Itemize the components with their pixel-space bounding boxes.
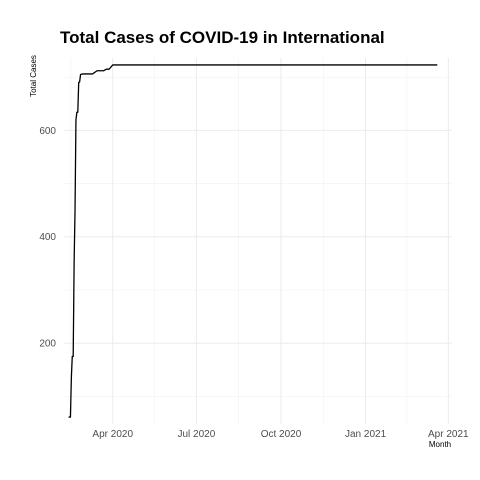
x-tick-label: Jul 2020 xyxy=(177,429,215,440)
y-axis-title: Total Cases xyxy=(29,55,38,97)
y-tick-label: 600 xyxy=(39,126,56,137)
series-line-total-cases xyxy=(68,64,438,418)
x-axis-title: Month xyxy=(429,440,451,449)
x-tick-label: Jan 2021 xyxy=(345,429,387,440)
series-layer xyxy=(68,64,438,418)
x-tick-label: Oct 2020 xyxy=(261,429,302,440)
y-tick-label: 400 xyxy=(39,232,56,243)
grid-lines xyxy=(64,58,452,424)
y-tick-labels: 200 400 600 xyxy=(39,126,56,350)
x-tick-label: Apr 2021 xyxy=(428,429,469,440)
y-tick-label: 200 xyxy=(39,339,56,350)
x-tick-labels: Apr 2020 Jul 2020 Oct 2020 Jan 2021 Apr 2021 xyxy=(92,429,469,440)
chart-title: Total Cases of COVID-19 in International xyxy=(60,28,385,47)
x-tick-label: Apr 2020 xyxy=(92,429,133,440)
